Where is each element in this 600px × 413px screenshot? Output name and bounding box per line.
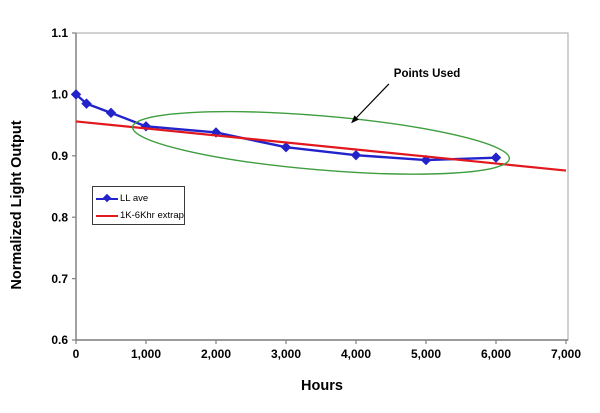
legend-swatch-extrap bbox=[96, 211, 118, 220]
legend-label-ll-ave: LL ave bbox=[120, 193, 149, 204]
x-tick-label: 3,000 bbox=[271, 347, 301, 361]
y-tick-label: 0.7 bbox=[51, 272, 68, 286]
legend-line-sample-red bbox=[96, 214, 118, 217]
legend-item-extrap: 1K-6Khr extrap bbox=[96, 207, 184, 224]
x-tick-label: 7,000 bbox=[551, 347, 581, 361]
y-axis-title: Normalized Light Output bbox=[9, 120, 25, 290]
points-used-annotation-label: Points Used bbox=[393, 67, 461, 80]
legend-diamond-marker-icon bbox=[102, 193, 112, 203]
data-point-marker bbox=[105, 107, 117, 119]
data-point-marker bbox=[81, 98, 92, 109]
legend: LL ave 1K-6Khr extrap bbox=[92, 186, 185, 225]
data-point-marker bbox=[350, 149, 362, 161]
series-line-1 bbox=[75, 120, 567, 172]
data-point-marker bbox=[420, 154, 432, 166]
x-tick-label: 2,000 bbox=[201, 347, 231, 361]
data-point-marker bbox=[70, 89, 82, 100]
x-axis-title: Hours bbox=[301, 378, 343, 394]
y-tick-label: 0.6 bbox=[51, 333, 68, 347]
x-tick-label: 6,000 bbox=[481, 347, 511, 361]
x-tick-label: 1,000 bbox=[131, 347, 161, 361]
annotation-arrowhead-icon bbox=[351, 115, 359, 124]
y-tick-label: 1.1 bbox=[51, 26, 68, 40]
annotation-arrow-line bbox=[356, 83, 390, 118]
data-point-marker bbox=[490, 152, 502, 163]
y-tick-label: 0.9 bbox=[51, 149, 68, 163]
x-tick-label: 0 bbox=[73, 347, 80, 361]
points-used-ellipse bbox=[131, 110, 511, 175]
legend-swatch-ll-ave bbox=[96, 193, 118, 203]
y-tick-label: 0.8 bbox=[51, 210, 68, 224]
legend-item-ll-ave: LL ave bbox=[96, 190, 184, 207]
y-tick-label: 1.0 bbox=[51, 88, 68, 102]
x-tick-label: 4,000 bbox=[341, 347, 371, 361]
legend-label-extrap: 1K-6Khr extrap bbox=[120, 210, 184, 221]
x-tick-label: 5,000 bbox=[411, 347, 441, 361]
data-point-marker bbox=[280, 141, 292, 153]
